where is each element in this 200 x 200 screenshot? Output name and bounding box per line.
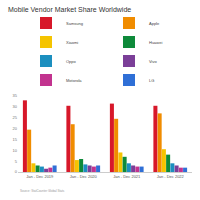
svg-text:25: 25 — [13, 115, 18, 120]
svg-text:Mobile Vendor Market Share Wor: Mobile Vendor Market Share Worldwide — [8, 6, 131, 13]
svg-text:Jan - Dec 2019: Jan - Dec 2019 — [26, 174, 54, 179]
svg-text:10: 10 — [13, 148, 18, 153]
svg-text:15: 15 — [13, 137, 18, 142]
svg-text:Samsung: Samsung — [66, 21, 83, 26]
svg-text:Huawei: Huawei — [149, 40, 162, 45]
svg-text:0: 0 — [15, 169, 18, 174]
svg-text:Apple: Apple — [149, 21, 160, 26]
svg-text:20: 20 — [13, 126, 18, 131]
svg-text:30: 30 — [13, 104, 18, 109]
svg-text:5: 5 — [15, 159, 18, 164]
svg-text:Oppo: Oppo — [66, 59, 77, 64]
svg-text:LG: LG — [149, 78, 154, 83]
svg-text:Source: StatCounter Global Sta: Source: StatCounter Global Stats — [20, 189, 65, 193]
svg-text:Vivo: Vivo — [149, 59, 157, 64]
svg-text:Jan - Dec 2020: Jan - Dec 2020 — [70, 174, 98, 179]
svg-text:Motorola: Motorola — [66, 78, 82, 83]
svg-text:35: 35 — [13, 93, 18, 98]
svg-text:Jan - Dec 2022: Jan - Dec 2022 — [157, 174, 185, 179]
svg-text:Jan - Dec 2021: Jan - Dec 2021 — [113, 174, 141, 179]
svg-text:Xiaomi: Xiaomi — [66, 40, 78, 45]
